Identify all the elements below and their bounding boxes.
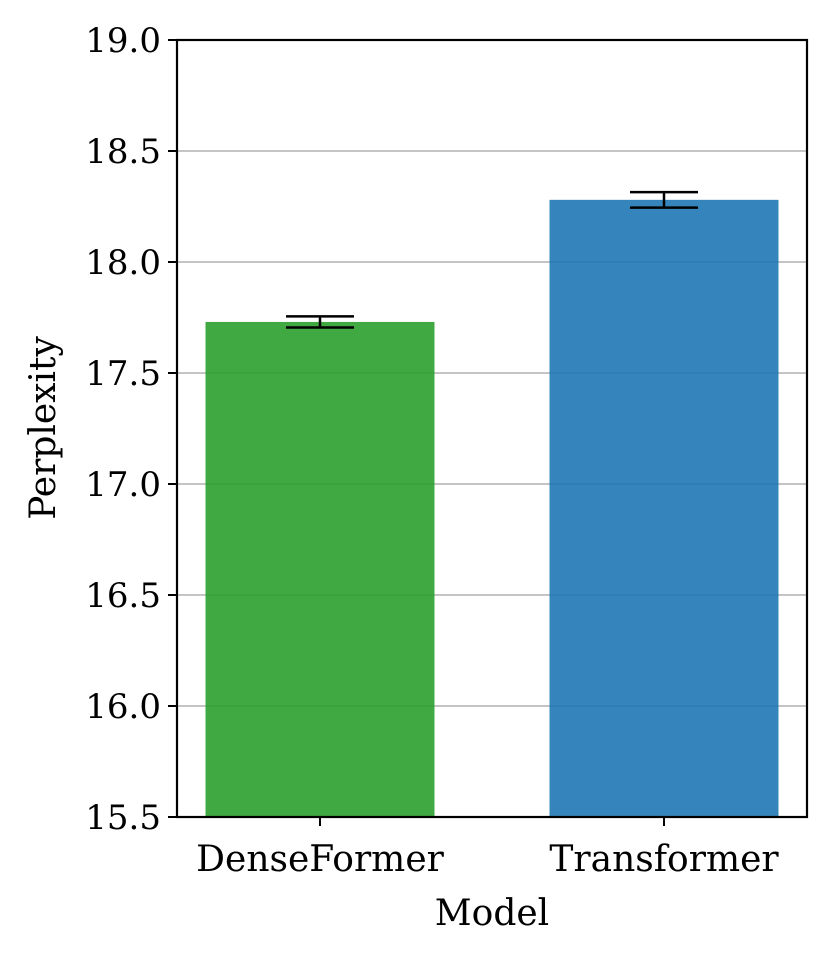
- x-axis-label: Model: [435, 893, 549, 934]
- y-tick-label: 16.5: [85, 576, 161, 616]
- bars-layer: [205, 199, 779, 818]
- y-tick-label: 15.5: [85, 798, 161, 838]
- plot-frame: [175, 38, 809, 819]
- y-tick-label: 18.5: [85, 132, 161, 172]
- y-tick-label: 17.5: [85, 354, 161, 394]
- y-axis-ticks: 15.5 16.0 16.5 17.0 17.5 18.0 18.5 19.0: [85, 21, 177, 838]
- bar-transformer: [549, 199, 779, 818]
- y-axis-label: Perplexity: [23, 336, 64, 520]
- bar-denseformer: [205, 321, 435, 817]
- x-axis-ticks: DenseFormer Transformer: [196, 817, 779, 880]
- x-tick-label: Transformer: [549, 839, 779, 880]
- error-bars-layer: [286, 190, 698, 329]
- x-tick-label: DenseFormer: [196, 839, 444, 880]
- y-tick-label: 17.0: [85, 465, 161, 505]
- y-tick-label: 19.0: [85, 21, 161, 61]
- y-tick-label: 18.0: [85, 243, 161, 283]
- y-tick-label: 16.0: [85, 687, 161, 727]
